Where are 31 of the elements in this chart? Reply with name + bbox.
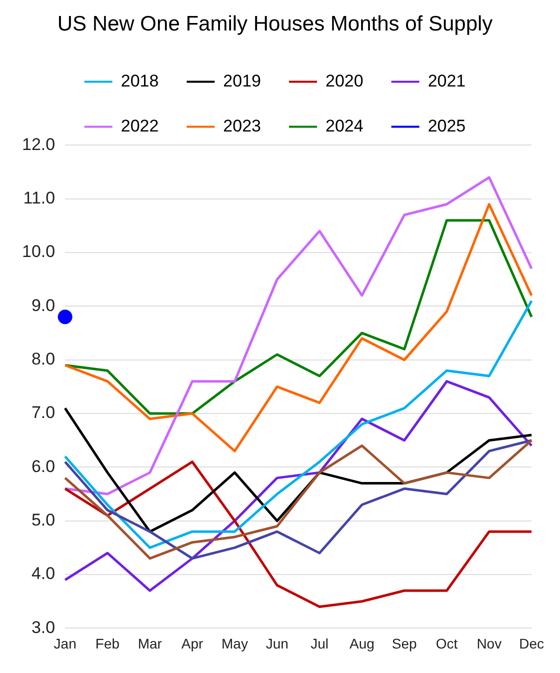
x-tick-label: Jun [266,635,288,652]
y-tick-label: 6.0 [31,456,56,476]
x-tick-label: Oct [436,635,458,652]
x-tick-label: Mar [138,635,162,652]
y-tick-label: 12.0 [22,134,56,154]
x-tick-label: Jul [310,635,328,652]
chart-title: US New One Family Houses Months of Supply [57,12,494,36]
legend-label: 2019 [223,71,262,90]
y-tick-label: 11.0 [23,188,56,208]
y-tick-label: 8.0 [31,350,56,369]
y-tick-label: 10.0 [22,242,56,262]
x-tick-label: Jan [54,635,76,652]
y-tick-label: 3.0 [31,618,56,637]
x-tick-label: Nov [476,635,502,652]
legend-label: 2021 [428,71,466,90]
legend-label: 2023 [223,116,262,136]
x-tick-label: Aug [349,635,374,652]
y-tick-label: 7.0 [31,403,56,422]
x-tick-label: May [221,635,248,652]
x-tick-label: Apr [181,635,204,652]
x-tick-label: Sep [392,635,417,652]
x-tick-label: Feb [95,635,120,652]
y-tick-label: 5.0 [31,510,56,530]
x-tick-label: Dec [519,635,544,652]
legend-label: 2022 [120,116,159,136]
y-tick-label: 4.0 [31,564,56,584]
legend-label: 2018 [120,71,159,90]
legend-label: 2025 [428,116,466,136]
legend-label: 2020 [326,71,364,90]
legend-label: 2024 [326,116,364,136]
y-tick-label: 9.0 [31,296,56,315]
